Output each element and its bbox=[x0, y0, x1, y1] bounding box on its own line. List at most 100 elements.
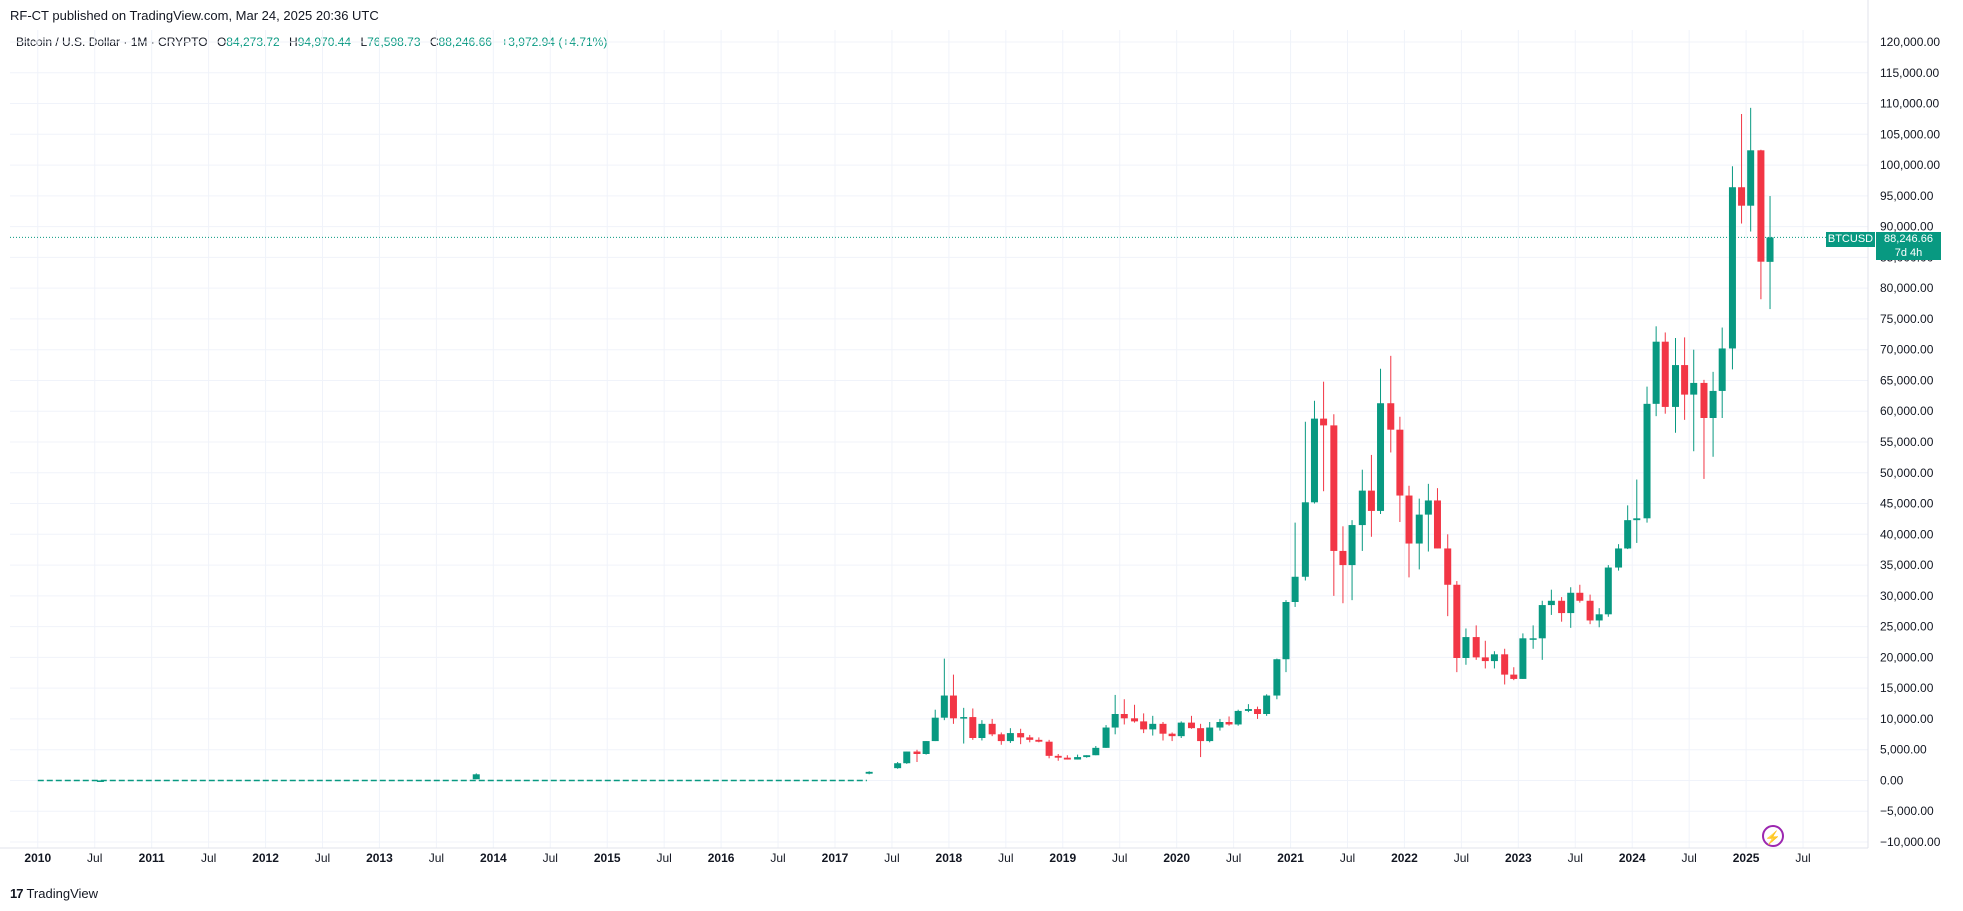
price-tick-label: 40,000.00 bbox=[1880, 527, 1934, 541]
candle-body bbox=[1615, 548, 1623, 568]
price-tick-label: 15,000.00 bbox=[1880, 681, 1934, 695]
candle-body bbox=[1709, 390, 1717, 418]
candle-body bbox=[1728, 187, 1736, 349]
price-axis[interactable]: −10,000.00 −5,000.00 0.00 5,000.00 10,000.00… bbox=[1867, 0, 1941, 849]
candle-body bbox=[978, 723, 986, 738]
candle-body bbox=[1624, 520, 1632, 549]
tradingview-brand: TradingView bbox=[26, 886, 99, 901]
candle-body bbox=[1453, 584, 1461, 658]
symbol-legend: Bitcoin / U.S. Dollar · 1M · CRYPTO O84,… bbox=[16, 35, 607, 49]
candle-body bbox=[903, 751, 911, 764]
price-tick-label: 120,000.00 bbox=[1880, 35, 1940, 49]
candle-body bbox=[1083, 755, 1091, 758]
price-tick-label: −5,000.00 bbox=[1880, 804, 1934, 818]
lightning-icon[interactable]: ⚡ bbox=[1762, 825, 1784, 847]
candle-body bbox=[1766, 237, 1774, 262]
price-tick-label: 20,000.00 bbox=[1880, 650, 1934, 664]
candle-body bbox=[1006, 733, 1014, 742]
candle-body bbox=[1216, 722, 1224, 728]
candle-body bbox=[922, 741, 930, 754]
candle-body bbox=[960, 717, 968, 719]
time-tick-label: 2024 bbox=[1619, 851, 1646, 865]
time-tick-label: Jul bbox=[1226, 851, 1241, 865]
candle-body bbox=[1472, 637, 1480, 658]
candle-body bbox=[1177, 722, 1185, 737]
candle-body bbox=[1102, 727, 1110, 748]
candle-body bbox=[1168, 733, 1176, 737]
price-tick-label: 30,000.00 bbox=[1880, 589, 1934, 603]
candle-body bbox=[1405, 495, 1413, 544]
time-tick-label: 2010 bbox=[24, 851, 51, 865]
candle-body bbox=[1558, 600, 1566, 614]
price-tick-label: 115,000.00 bbox=[1880, 66, 1939, 80]
price-tick-label: 80,000.00 bbox=[1880, 281, 1934, 295]
time-tick-label: Jul bbox=[201, 851, 216, 865]
candle-body bbox=[1225, 722, 1233, 725]
time-axis[interactable]: 2010 Jul 2011 Jul 2012 Jul 2013 Jul 2014 Jul 2015 J… bbox=[0, 847, 1868, 865]
price-tick-label: 50,000.00 bbox=[1880, 466, 1934, 480]
price-tick-label: 25,000.00 bbox=[1880, 620, 1934, 634]
candle-body bbox=[1092, 747, 1100, 756]
candle-body bbox=[1282, 602, 1290, 660]
candle-body bbox=[865, 771, 873, 774]
price-tick-label: 10,000.00 bbox=[1880, 712, 1934, 726]
candle-body bbox=[1074, 757, 1082, 760]
tradingview-footer[interactable]: 17 TradingView bbox=[10, 886, 98, 901]
candle-body bbox=[1149, 723, 1157, 730]
candle-body bbox=[1111, 714, 1119, 728]
candle-body bbox=[1604, 567, 1612, 615]
time-tick-label: 2020 bbox=[1163, 851, 1190, 865]
candle-body bbox=[1700, 382, 1708, 418]
candle-body bbox=[1206, 727, 1214, 742]
price-tick-label: 35,000.00 bbox=[1880, 558, 1934, 572]
candle-body bbox=[1387, 403, 1395, 430]
time-tick-label: Jul bbox=[1795, 851, 1810, 865]
price-tick-label: 75,000.00 bbox=[1880, 312, 1934, 326]
time-tick-label: 2016 bbox=[708, 851, 735, 865]
time-tick-label: Jul bbox=[543, 851, 558, 865]
price-tick-label: 90,000.00 bbox=[1880, 220, 1934, 234]
candle-body bbox=[96, 780, 104, 782]
price-tick-label: 70,000.00 bbox=[1880, 343, 1934, 357]
candle-body bbox=[949, 695, 957, 719]
candle-layer bbox=[37, 107, 1774, 782]
time-tick-label: Jul bbox=[87, 851, 102, 865]
time-tick-label: Jul bbox=[998, 851, 1013, 865]
candle-body bbox=[1433, 500, 1441, 549]
candle-body bbox=[1254, 709, 1262, 714]
time-tick-label: Jul bbox=[656, 851, 671, 865]
candle-body bbox=[1017, 733, 1025, 738]
candle-body bbox=[1140, 721, 1148, 730]
candle-body bbox=[988, 723, 996, 735]
candle-body bbox=[1538, 605, 1546, 639]
candle-body bbox=[1320, 418, 1328, 426]
candle-body bbox=[1738, 187, 1746, 206]
time-tick-label: 2018 bbox=[936, 851, 963, 865]
candle-body bbox=[1672, 365, 1679, 407]
candle-body bbox=[1045, 741, 1053, 756]
candle-body bbox=[1595, 614, 1603, 621]
candle-body bbox=[1444, 548, 1452, 585]
candle-body bbox=[1652, 341, 1660, 404]
price-tick-label: 100,000.00 bbox=[1880, 158, 1940, 172]
time-tick-label: Jul bbox=[315, 851, 330, 865]
time-tick-label: 2023 bbox=[1505, 851, 1532, 865]
price-tick-label: 105,000.00 bbox=[1880, 127, 1940, 141]
price-tick-label: −10,000.00 bbox=[1880, 835, 1941, 849]
price-tick-label: 0.00 bbox=[1880, 773, 1904, 787]
time-tick-label: Jul bbox=[1454, 851, 1469, 865]
time-tick-label: Jul bbox=[429, 851, 444, 865]
price-tick-label: 5,000.00 bbox=[1880, 743, 1927, 757]
candle-body bbox=[1377, 403, 1385, 511]
candle-body bbox=[1234, 710, 1242, 725]
candle-body bbox=[1358, 490, 1366, 526]
candle-body bbox=[1263, 695, 1271, 714]
candle-body bbox=[1529, 638, 1537, 640]
candle-body bbox=[969, 717, 977, 738]
time-tick-label: 2012 bbox=[252, 851, 279, 865]
candle-body bbox=[1519, 638, 1527, 679]
candle-body bbox=[1501, 654, 1509, 675]
candle-body bbox=[1120, 714, 1128, 719]
published-header: RF-CT published on TradingView.com, Mar … bbox=[10, 8, 379, 23]
